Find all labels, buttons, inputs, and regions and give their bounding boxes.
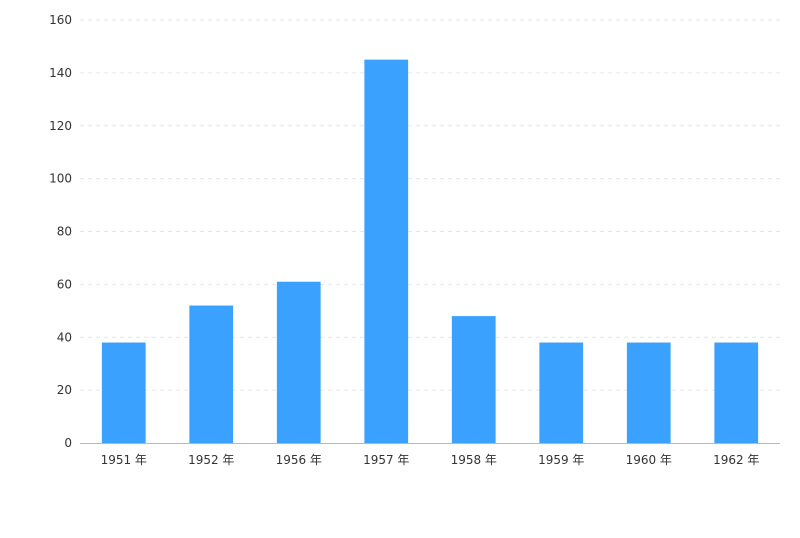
y-tick-label: 140 bbox=[49, 66, 72, 80]
y-tick-label: 60 bbox=[57, 277, 72, 291]
bar bbox=[539, 342, 584, 443]
y-tick-label: 120 bbox=[49, 119, 72, 133]
y-tick-label: 40 bbox=[57, 330, 72, 344]
bar bbox=[364, 59, 409, 443]
x-tick-label: 1952 年 bbox=[188, 453, 234, 467]
bar bbox=[189, 305, 234, 443]
y-axis-tick-labels: 0 20 40 60 80 100 120 140 160 bbox=[49, 13, 72, 450]
y-tick-label: 0 bbox=[64, 436, 72, 450]
y-tick-label: 20 bbox=[57, 383, 72, 397]
x-tick-label: 1957 年 bbox=[363, 453, 409, 467]
x-tick-label: 1960 年 bbox=[626, 453, 672, 467]
x-tick-label: 1958 年 bbox=[451, 453, 497, 467]
y-tick-label: 160 bbox=[49, 13, 72, 27]
grid-lines bbox=[80, 19, 780, 391]
x-axis-tick-labels: 1951 年 1952 年 1956 年 1957 年 1958 年 1959 年 1960… bbox=[101, 453, 760, 467]
bar bbox=[276, 281, 321, 443]
y-tick-label: 80 bbox=[57, 225, 72, 239]
x-tick-label: 1956 年 bbox=[276, 453, 322, 467]
y-tick-label: 100 bbox=[49, 172, 72, 186]
bar bbox=[626, 342, 671, 443]
bars bbox=[101, 59, 759, 443]
bar bbox=[714, 342, 759, 443]
bar bbox=[101, 342, 146, 443]
x-tick-label: 1959 年 bbox=[538, 453, 584, 467]
x-tick-label: 1951 年 bbox=[101, 453, 147, 467]
x-tick-label: 1962 年 bbox=[713, 453, 759, 467]
bar bbox=[451, 316, 496, 443]
